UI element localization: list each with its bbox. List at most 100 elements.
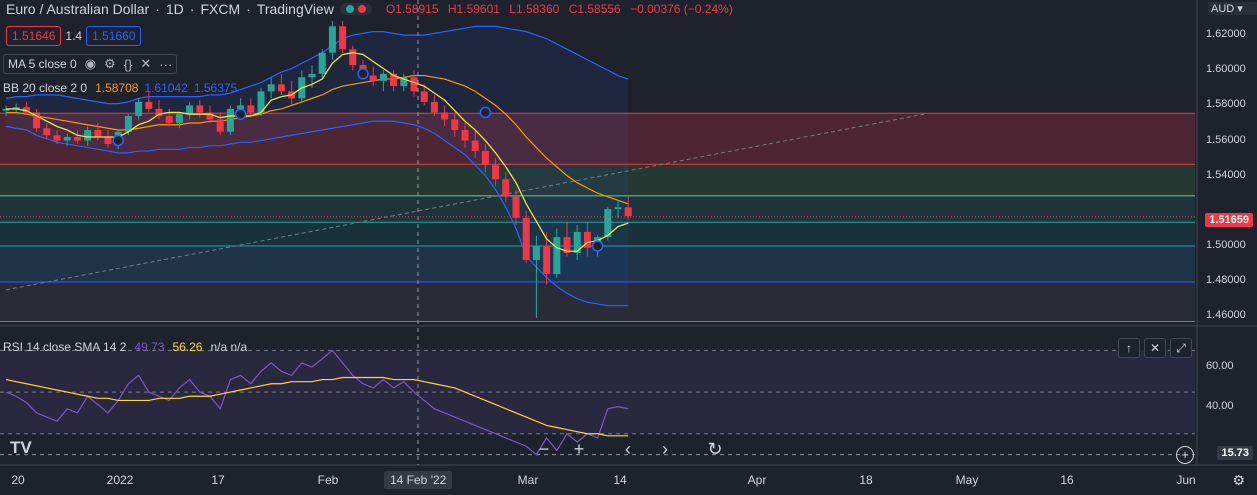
interval-label[interactable]: 1D (165, 1, 184, 17)
rsi-sma-value: 56.26 (172, 340, 203, 354)
scroll-right-button[interactable]: › (662, 439, 668, 459)
candle-body (461, 130, 469, 141)
candle-body (196, 105, 204, 113)
delete-pane-button[interactable]: ✕ (1144, 338, 1166, 358)
rsi-na-values: n/a n/a (210, 340, 248, 354)
ma-label: MA 5 close 0 (8, 57, 77, 71)
signal-marker (112, 134, 124, 147)
signal-marker (234, 108, 247, 120)
sell-button[interactable]: 1.51646 (6, 26, 62, 46)
ohlc-low: L1.58360 (509, 2, 560, 16)
gear-icon[interactable]: ⚙ (104, 56, 116, 71)
broker-label: FXCM (200, 1, 241, 17)
reset-chart-button[interactable]: ↻ (707, 439, 723, 459)
add-indicator-icon[interactable]: + (1176, 446, 1194, 464)
candle-body (22, 107, 30, 113)
time-tick: Mar (517, 473, 539, 487)
zoom-out-button[interactable]: − (538, 439, 550, 459)
candle-body (2, 108, 10, 111)
signal-marker (591, 240, 604, 252)
bb-legend[interactable]: BB 20 close 2 0 1.58708 1.61042 1.56375 (3, 81, 237, 95)
candle-body (512, 196, 520, 218)
candle-body (624, 207, 632, 217)
scroll-left-button[interactable]: ‹ (625, 439, 631, 459)
candle-body (308, 73, 316, 78)
candle-body (53, 135, 61, 141)
candle-body (441, 112, 449, 120)
move-pane-up-button[interactable]: ↑ (1118, 338, 1140, 358)
bb-label: BB 20 close 2 0 (3, 81, 88, 95)
candle-body (84, 130, 92, 141)
bb-upper-value: 1.61042 (144, 81, 188, 95)
status-wave-icon (357, 5, 366, 13)
time-tick: Jun (1176, 473, 1196, 487)
candle-body (400, 77, 408, 87)
spread-label: 1.4 (65, 29, 83, 43)
tradingview-logo[interactable]: TV (10, 438, 32, 457)
candle-body (226, 108, 234, 132)
symbol-title[interactable]: Euro / Australian Dollar (6, 1, 150, 17)
candle-body (104, 137, 112, 145)
candle-body (420, 91, 428, 102)
zoom-in-button[interactable]: + (573, 439, 585, 459)
ohlc-high: H1.59601 (447, 2, 500, 16)
candle-body (12, 107, 20, 109)
source-code-icon[interactable]: {} (123, 56, 133, 72)
candle-body (318, 52, 326, 74)
candle-body (369, 75, 377, 81)
candle-body (63, 137, 71, 141)
candle-body (430, 101, 438, 113)
rsi-bottom-tag: 15.73 (1217, 446, 1253, 460)
candle-body (379, 73, 387, 81)
bb-basis-line (6, 74, 629, 205)
price-tick: 1.62000 (1206, 28, 1246, 41)
rsi-label: RSI 14 close SMA 14 2 (3, 340, 127, 354)
candle-body (390, 73, 398, 87)
settings-gear-icon[interactable]: ⚙ (1232, 472, 1245, 488)
fib-zone (0, 164, 1195, 196)
time-tick: 20 (11, 473, 25, 487)
ma-legend[interactable]: MA 5 close 0 ◉ ⚙ {} ✕ ··· (3, 54, 178, 74)
candle-body (145, 101, 153, 109)
platform-label: TradingView (256, 1, 334, 17)
candle-body (216, 119, 224, 132)
candle-body (94, 130, 102, 138)
maximize-pane-button[interactable]: ⤢ (1170, 338, 1192, 358)
fib-zone (0, 222, 1195, 246)
price-tick: 1.54000 (1206, 168, 1246, 181)
candle-body (481, 151, 489, 166)
candle-body (43, 128, 51, 136)
time-tick: 14 (613, 473, 627, 487)
buy-button[interactable]: 1.51660 (86, 26, 142, 46)
candle-body (237, 105, 245, 109)
candle-body (247, 105, 255, 113)
price-tick: 1.46000 (1206, 309, 1246, 322)
rsi-legend[interactable]: RSI 14 close SMA 14 2 49.73 56.26 n/a n/… (3, 340, 247, 354)
currency-selector[interactable]: AUD ▾ (1208, 2, 1257, 15)
candle-body (339, 26, 347, 50)
bb-band-fill (6, 26, 629, 306)
candle-body (328, 26, 336, 53)
candle-body (410, 77, 418, 92)
market-status-indicator[interactable] (339, 3, 372, 15)
candle-body (492, 165, 500, 180)
signal-marker (357, 68, 369, 80)
candle-body (277, 84, 285, 92)
ohlc-close: C1.58556 (568, 2, 621, 16)
signal-marker (479, 106, 492, 119)
candle-body (563, 237, 571, 253)
candle-body (186, 105, 194, 115)
eye-icon[interactable]: ◉ (84, 56, 97, 71)
more-icon[interactable]: ··· (159, 56, 173, 72)
price-tick: 1.60000 (1206, 63, 1246, 76)
close-icon[interactable]: ✕ (140, 56, 152, 71)
ohlc-open: O1.58915 (385, 2, 439, 16)
candle-body (33, 112, 41, 129)
candle-body (614, 207, 622, 210)
candle-body (583, 231, 591, 248)
status-dot-icon (345, 5, 354, 13)
current-price-tag: 1.51659 (1205, 213, 1253, 227)
time-tick: Apr (747, 473, 767, 487)
time-tick: May (955, 473, 979, 487)
